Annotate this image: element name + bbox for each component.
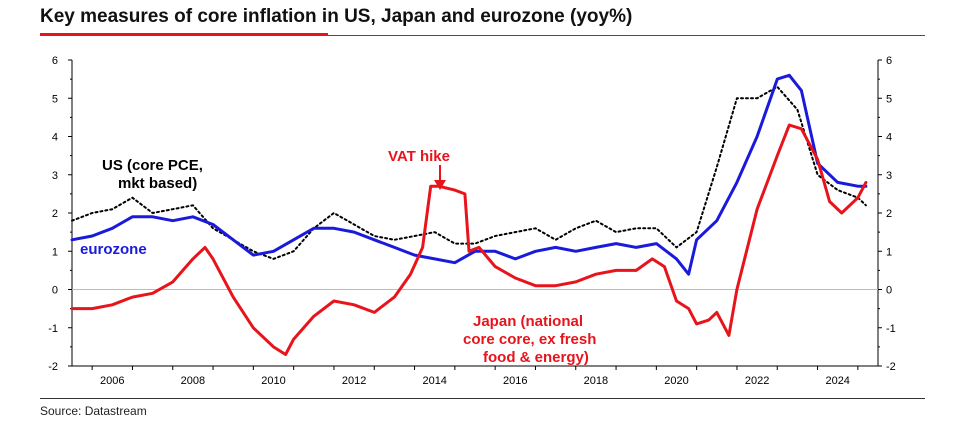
title-underline bbox=[328, 35, 925, 36]
y-tick-label-left: 0 bbox=[52, 285, 58, 297]
japan-label-line1: Japan (national bbox=[473, 313, 583, 330]
x-tick-label: 2012 bbox=[342, 375, 366, 387]
x-tick-label: 2010 bbox=[261, 375, 285, 387]
vat-hike-label: VAT hike bbox=[388, 148, 450, 165]
y-tick-label-right: 0 bbox=[886, 285, 892, 297]
x-tick-label: 2014 bbox=[422, 375, 446, 387]
y-tick-label-right: 1 bbox=[886, 246, 892, 258]
y-tick-label-left: 6 bbox=[52, 55, 58, 67]
y-tick-label-left: 2 bbox=[52, 208, 58, 220]
x-tick-label: 2020 bbox=[664, 375, 688, 387]
y-tick-label-right: 3 bbox=[886, 170, 892, 182]
x-tick-label: 2018 bbox=[584, 375, 608, 387]
x-tick-label: 2006 bbox=[100, 375, 124, 387]
x-tick-label: 2008 bbox=[181, 375, 205, 387]
us-label-line2: mkt based) bbox=[118, 175, 197, 192]
y-tick-label-right: -1 bbox=[886, 323, 896, 335]
y-tick-label-right: -2 bbox=[886, 361, 896, 373]
vat-hike-arrow-head bbox=[434, 180, 446, 190]
x-tick-label: 2024 bbox=[825, 375, 849, 387]
x-tick-label: 2016 bbox=[503, 375, 527, 387]
y-tick-label-right: 5 bbox=[886, 93, 892, 105]
source-note: Source: Datastream bbox=[40, 404, 147, 418]
y-tick-label-left: -1 bbox=[48, 323, 58, 335]
eurozone-series-line bbox=[70, 73, 868, 276]
y-tick-label-left: 5 bbox=[52, 93, 58, 105]
title-underline-accent bbox=[40, 33, 328, 36]
us-label-line1: US (core PCE, bbox=[102, 157, 203, 174]
y-tick-label-left: -2 bbox=[48, 361, 58, 373]
y-tick-label-left: 3 bbox=[52, 170, 58, 182]
y-tick-label-left: 1 bbox=[52, 246, 58, 258]
y-tick-label-right: 4 bbox=[886, 132, 892, 144]
footer-divider bbox=[40, 398, 925, 399]
y-tick-label-right: 6 bbox=[886, 55, 892, 67]
x-tick-label: 2022 bbox=[745, 375, 769, 387]
chart-title: Key measures of core inflation in US, Ja… bbox=[40, 6, 633, 27]
japan-label-line3: food & energy) bbox=[483, 349, 589, 366]
eurozone-label: eurozone bbox=[80, 241, 147, 258]
japan-series-line bbox=[70, 123, 868, 356]
y-tick-label-right: 2 bbox=[886, 208, 892, 220]
japan-label-line2: core core, ex fresh bbox=[463, 331, 596, 348]
y-tick-label-left: 4 bbox=[52, 132, 58, 144]
